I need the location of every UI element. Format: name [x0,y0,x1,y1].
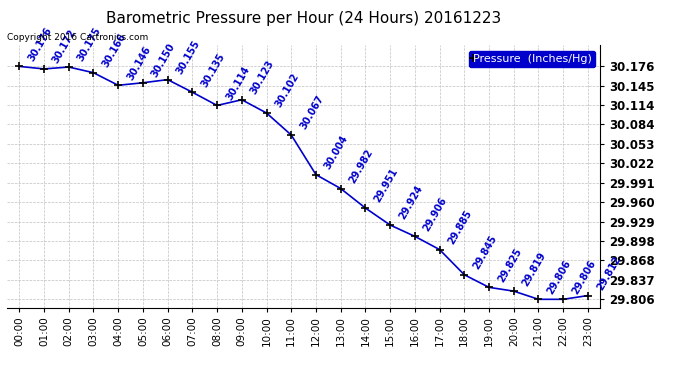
Text: 30.146: 30.146 [125,44,152,82]
Text: 30.114: 30.114 [224,64,251,102]
Pressure  (Inches/Hg) [485,285,493,290]
Pressure  (Inches/Hg) [460,273,469,277]
Text: Barometric Pressure per Hour (24 Hours) 20161223: Barometric Pressure per Hour (24 Hours) … [106,11,501,26]
Text: 29.812: 29.812 [595,254,622,292]
Pressure  (Inches/Hg) [386,223,394,227]
Pressure  (Inches/Hg) [164,77,172,82]
Pressure  (Inches/Hg) [559,297,567,302]
Pressure  (Inches/Hg) [534,297,542,302]
Text: 30.166: 30.166 [100,32,128,69]
Pressure  (Inches/Hg) [114,83,122,87]
Legend: Pressure  (Inches/Hg): Pressure (Inches/Hg) [469,51,595,67]
Line: Pressure  (Inches/Hg): Pressure (Inches/Hg) [15,62,592,303]
Text: 30.123: 30.123 [248,59,276,96]
Text: 30.004: 30.004 [323,134,351,171]
Pressure  (Inches/Hg) [188,90,197,94]
Text: 29.845: 29.845 [471,234,499,271]
Pressure  (Inches/Hg) [89,70,97,75]
Pressure  (Inches/Hg) [262,111,270,115]
Text: 29.906: 29.906 [422,195,449,233]
Pressure  (Inches/Hg) [15,64,23,69]
Text: 29.924: 29.924 [397,184,424,222]
Text: 30.155: 30.155 [175,39,202,76]
Text: 30.102: 30.102 [273,72,301,110]
Pressure  (Inches/Hg) [287,133,295,137]
Pressure  (Inches/Hg) [312,172,320,177]
Text: 29.825: 29.825 [496,246,524,284]
Text: 29.982: 29.982 [348,147,375,185]
Text: 30.172: 30.172 [51,28,79,65]
Text: 29.819: 29.819 [521,250,548,288]
Pressure  (Inches/Hg) [213,103,221,108]
Pressure  (Inches/Hg) [237,98,246,102]
Pressure  (Inches/Hg) [40,67,48,71]
Text: 29.951: 29.951 [373,167,400,204]
Text: Copyright 2016 Cartronics.com: Copyright 2016 Cartronics.com [7,33,148,42]
Text: 30.067: 30.067 [298,94,326,132]
Text: 30.175: 30.175 [76,26,103,63]
Text: 30.135: 30.135 [199,51,227,88]
Text: 30.176: 30.176 [26,26,54,63]
Text: 29.806: 29.806 [545,258,573,296]
Pressure  (Inches/Hg) [362,206,370,210]
Pressure  (Inches/Hg) [337,186,345,191]
Text: 29.885: 29.885 [446,209,474,246]
Pressure  (Inches/Hg) [65,65,73,69]
Pressure  (Inches/Hg) [510,289,518,293]
Pressure  (Inches/Hg) [411,234,419,238]
Text: 30.150: 30.150 [150,42,177,79]
Pressure  (Inches/Hg) [435,248,444,252]
Pressure  (Inches/Hg) [139,81,147,85]
Text: 29.806: 29.806 [570,258,598,296]
Pressure  (Inches/Hg) [584,293,592,298]
